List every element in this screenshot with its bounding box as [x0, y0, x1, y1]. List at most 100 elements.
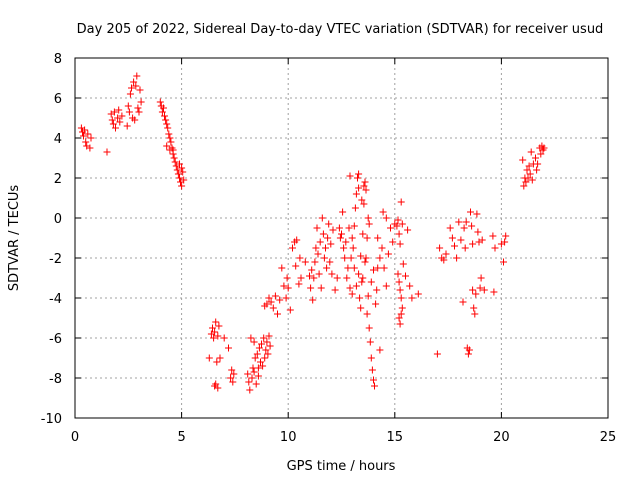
- y-axis-label: SDTVAR / TECUs: [7, 185, 22, 292]
- data-point: [205, 354, 213, 362]
- data-point: [254, 372, 262, 380]
- data-point: [527, 148, 535, 156]
- data-point: [393, 222, 401, 230]
- data-point: [180, 176, 188, 184]
- data-point: [366, 338, 374, 346]
- data-point: [363, 234, 371, 242]
- data-point: [408, 294, 416, 302]
- data-point: [351, 204, 359, 212]
- data-point: [109, 120, 117, 128]
- data-point: [263, 300, 271, 308]
- data-point: [367, 278, 375, 286]
- data-point: [355, 270, 363, 278]
- data-point: [225, 344, 232, 352]
- data-point: [211, 328, 219, 336]
- data-point: [379, 208, 387, 216]
- data-point: [254, 364, 262, 372]
- data-point: [534, 160, 542, 168]
- data-point: [311, 258, 319, 266]
- data-point: [448, 234, 456, 242]
- data-point: [346, 284, 354, 292]
- data-point: [165, 130, 173, 138]
- data-point: [322, 244, 329, 252]
- y-tick-label: 4: [54, 132, 62, 147]
- data-point: [414, 290, 422, 298]
- data-point: [525, 162, 533, 170]
- data-point: [361, 258, 369, 266]
- data-point: [357, 304, 365, 312]
- data-point: [359, 230, 367, 238]
- data-point: [125, 108, 133, 116]
- data-point: [251, 354, 259, 362]
- data-point: [229, 378, 237, 386]
- data-point: [387, 224, 394, 232]
- data-point: [396, 240, 404, 248]
- data-point: [126, 90, 134, 98]
- data-point: [384, 250, 392, 258]
- data-point: [306, 272, 313, 280]
- data-point: [132, 82, 140, 90]
- data-point: [178, 182, 186, 190]
- data-point: [364, 214, 372, 222]
- data-point: [227, 374, 235, 382]
- data-point: [457, 236, 465, 244]
- data-point: [313, 224, 321, 232]
- data-point: [245, 378, 253, 386]
- data-point: [474, 228, 482, 236]
- data-point: [467, 208, 474, 216]
- data-point: [490, 288, 498, 296]
- data-point: [461, 244, 469, 252]
- data-point: [364, 292, 372, 300]
- data-point: [374, 234, 382, 242]
- data-point: [394, 216, 402, 224]
- data-point: [156, 98, 164, 106]
- data-point: [258, 340, 265, 348]
- data-point: [133, 72, 141, 80]
- data-point: [469, 240, 477, 248]
- data-point: [476, 284, 484, 292]
- data-point: [378, 244, 386, 252]
- data-point: [491, 244, 499, 252]
- data-point: [169, 146, 177, 154]
- data-point: [455, 218, 463, 226]
- data-point: [522, 178, 530, 186]
- data-point: [128, 84, 135, 92]
- data-point: [86, 144, 94, 152]
- data-point: [324, 234, 332, 242]
- data-point: [265, 332, 273, 340]
- data-point: [394, 270, 402, 278]
- data-point: [357, 252, 365, 260]
- data-point: [326, 258, 334, 266]
- data-point: [108, 116, 116, 124]
- data-point: [310, 274, 318, 282]
- data-point: [335, 224, 343, 232]
- data-point: [433, 350, 441, 358]
- data-point: [271, 292, 279, 300]
- data-point: [340, 244, 348, 252]
- data-point: [276, 296, 284, 304]
- data-point: [253, 350, 261, 358]
- data-point: [397, 310, 405, 318]
- data-point: [404, 226, 412, 234]
- data-point: [453, 254, 461, 262]
- data-point: [501, 238, 509, 246]
- data-point: [123, 122, 131, 130]
- data-point: [297, 274, 305, 282]
- data-point: [365, 220, 373, 228]
- data-point: [526, 170, 534, 178]
- data-point: [480, 286, 488, 294]
- data-point: [173, 166, 181, 174]
- data-point: [370, 266, 377, 274]
- data-point: [532, 154, 539, 162]
- data-points: [77, 72, 548, 394]
- data-point: [372, 300, 380, 308]
- data-point: [209, 324, 216, 332]
- data-point: [260, 334, 268, 342]
- data-point: [293, 236, 301, 244]
- data-point: [347, 254, 355, 262]
- data-point: [468, 222, 476, 230]
- x-tick-label: 20: [493, 430, 510, 445]
- data-point: [376, 346, 384, 354]
